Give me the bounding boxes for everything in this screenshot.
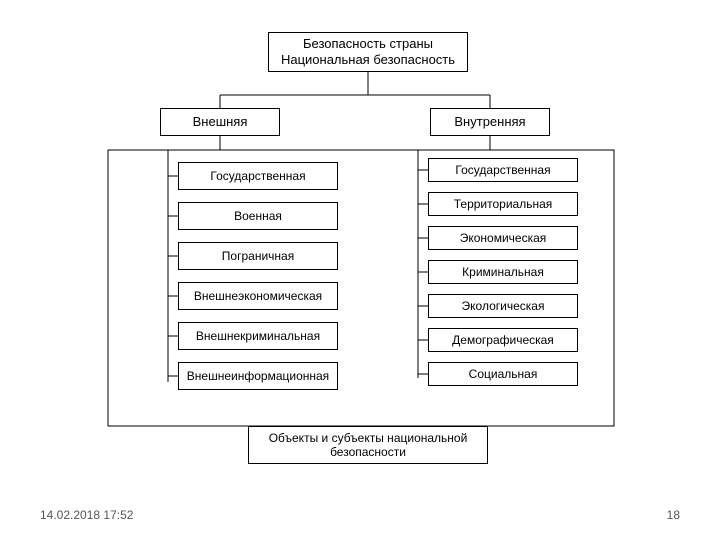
item-ext-3: Внешнеэкономическая xyxy=(178,282,338,310)
item-int-6: Социальная xyxy=(428,362,578,386)
branch-int: Внутренняя xyxy=(430,108,550,136)
item-int-5: Демографическая xyxy=(428,328,578,352)
bottom-node: Объекты и субъекты национальнойбезопасно… xyxy=(248,426,488,464)
item-int-1: Территориальная xyxy=(428,192,578,216)
footer-timestamp: 14.02.2018 17:52 xyxy=(40,508,133,522)
root-node: Безопасность страныНациональная безопасн… xyxy=(268,32,468,72)
item-int-0: Государственная xyxy=(428,158,578,182)
branch-ext: Внешняя xyxy=(160,108,280,136)
item-int-3: Криминальная xyxy=(428,260,578,284)
item-ext-5: Внешнеинформационная xyxy=(178,362,338,390)
item-int-2: Экономическая xyxy=(428,226,578,250)
item-ext-2: Пограничная xyxy=(178,242,338,270)
item-ext-0: Государственная xyxy=(178,162,338,190)
item-ext-4: Внешнекриминальная xyxy=(178,322,338,350)
item-ext-1: Военная xyxy=(178,202,338,230)
item-int-4: Экологическая xyxy=(428,294,578,318)
footer-page-number: 18 xyxy=(667,508,680,522)
